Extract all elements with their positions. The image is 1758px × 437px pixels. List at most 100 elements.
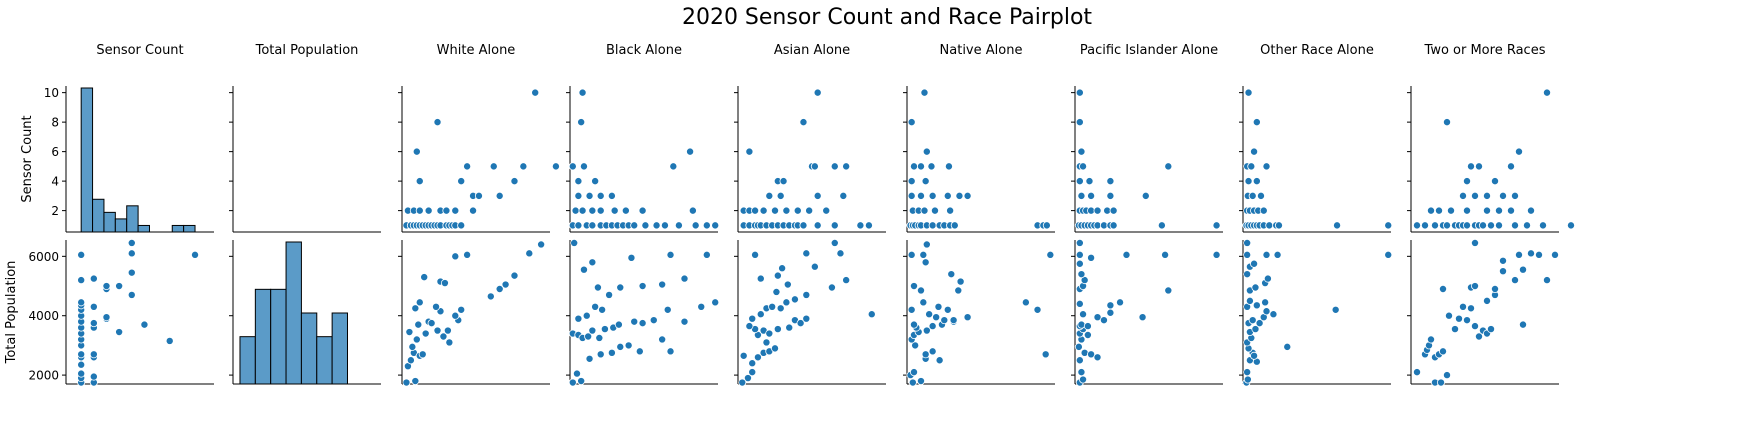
scatter-point [415, 177, 424, 186]
scatter-point [1333, 221, 1342, 230]
scatter-point [600, 325, 609, 334]
scatter-point [424, 206, 433, 215]
scatter-point [627, 253, 636, 262]
scatter-point [1443, 221, 1452, 230]
scatter-point [1491, 177, 1500, 186]
scatter-point [191, 250, 200, 259]
scatter-point [1413, 221, 1422, 230]
column-header-sensor-count: Sensor Count [96, 43, 183, 58]
scatter-point [1077, 368, 1086, 377]
scatter-point [934, 302, 943, 311]
scatter-point [579, 265, 588, 274]
scatter-point [1451, 325, 1460, 334]
scatter-point [495, 284, 504, 293]
y-tick-label: 4 [51, 175, 59, 189]
scatter-point [1093, 206, 1102, 215]
scatter-point [102, 313, 111, 322]
scatter-point [1269, 310, 1278, 319]
scatter-point [751, 206, 760, 215]
scatter-point [1283, 342, 1292, 351]
scatter-point [944, 162, 953, 171]
histogram-bar [316, 336, 333, 385]
scatter-point [771, 206, 780, 215]
histogram-bar [80, 87, 94, 233]
scatter-point [652, 221, 661, 230]
scatter-point [1075, 177, 1084, 186]
panel-sensor-count-vs-total-population [229, 86, 381, 233]
scatter-point [1261, 298, 1270, 307]
scatter-point [588, 258, 597, 267]
scatter-point [1079, 310, 1088, 319]
scatter-point [433, 118, 442, 127]
scatter-point [445, 338, 454, 347]
scatter-point [1467, 162, 1476, 171]
panel-sensor-count-vs-other-race-alone [1239, 86, 1393, 233]
scatter-point [756, 310, 765, 319]
histogram-bar [92, 198, 105, 233]
scatter-point [577, 377, 586, 386]
scatter-point [621, 206, 630, 215]
scatter-point [421, 329, 430, 338]
scatter-point [1212, 250, 1221, 259]
scatter-point [1437, 378, 1446, 387]
panel-total-population-vs-asian-alone [734, 238, 886, 387]
scatter-point [943, 191, 952, 200]
scatter-point [1243, 250, 1252, 259]
scatter-point [1251, 325, 1260, 334]
scatter-point [916, 191, 925, 200]
scatter-point [771, 344, 780, 353]
scatter-point [1106, 177, 1115, 186]
column-header-pacific-islander-alone: Pacific Islander Alone [1080, 43, 1218, 58]
scatter-point [411, 304, 420, 313]
scatter-point [768, 302, 777, 311]
scatter-point [1252, 177, 1261, 186]
scatter-point [1252, 301, 1261, 310]
scatter-point [1075, 238, 1084, 247]
scatter-point [1161, 250, 1170, 259]
scatter-point [1483, 191, 1492, 200]
scatter-point [1138, 313, 1147, 322]
scatter-point [1087, 253, 1096, 262]
scatter-point [1475, 332, 1484, 341]
scatter-point [773, 325, 782, 334]
scatter-point [1077, 191, 1086, 200]
scatter-point [669, 162, 678, 171]
scatter-point [663, 305, 672, 314]
scatter-point [925, 310, 934, 319]
scatter-point [688, 206, 697, 215]
scatter-point [1157, 221, 1166, 230]
scatter-point [1075, 250, 1084, 259]
scatter-point [418, 350, 427, 359]
scatter-point [810, 162, 819, 171]
scatter-point [928, 221, 937, 230]
scatter-point [1259, 206, 1268, 215]
scatter-point [585, 354, 594, 363]
scatter-point [1262, 307, 1271, 316]
scatter-point [1331, 305, 1340, 314]
scatter-point [813, 221, 822, 230]
scatter-point [919, 250, 928, 259]
scatter-point [591, 177, 600, 186]
y-tick-label: 10 [44, 86, 59, 100]
scatter-point [1079, 375, 1088, 384]
scatter-point [1262, 250, 1271, 259]
scatter-point [591, 302, 600, 311]
scatter-point [474, 191, 483, 200]
scatter-point [614, 320, 623, 329]
scatter-point [785, 323, 794, 332]
scatter-point [799, 221, 808, 230]
scatter-point [411, 377, 420, 386]
scatter-point [596, 191, 605, 200]
scatter-point [1567, 221, 1576, 230]
scatter-point [1087, 350, 1096, 359]
scatter-point [1384, 250, 1393, 259]
scatter-point [955, 191, 964, 200]
scatter-point [802, 290, 811, 299]
scatter-point [748, 314, 757, 323]
scatter-point [412, 335, 421, 344]
scatter-point [1463, 206, 1472, 215]
scatter-point [578, 88, 587, 97]
scatter-point [1431, 221, 1440, 230]
scatter-point [1080, 348, 1089, 357]
